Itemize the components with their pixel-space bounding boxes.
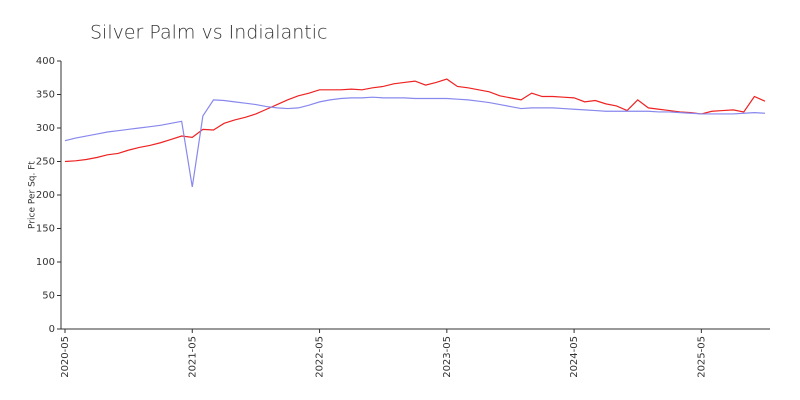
y-tick-label: 0 xyxy=(49,324,55,335)
x-tick-label: 2021-05 xyxy=(187,336,198,378)
y-tick-label: 300 xyxy=(36,123,55,134)
y-tick-label: 150 xyxy=(36,224,55,235)
y-tick-label: 350 xyxy=(36,90,55,101)
x-tick-label: 2020-05 xyxy=(60,336,71,378)
y-axis-label: Price Per Sq. Ft xyxy=(28,161,38,229)
x-tick-label: 2023-05 xyxy=(442,336,453,378)
y-tick-label: 250 xyxy=(36,157,55,168)
series-line xyxy=(64,78,766,163)
x-tick-label: 2022-05 xyxy=(315,336,326,378)
y-tick-label: 400 xyxy=(36,56,55,67)
series-line xyxy=(64,96,766,188)
chart-title: Silver Palm vs Indialantic xyxy=(90,22,327,44)
y-tick-label: 50 xyxy=(42,291,55,302)
y-tick-label: 200 xyxy=(36,190,55,201)
x-tick-label: 2024-05 xyxy=(569,336,580,378)
x-tick-label: 2025-05 xyxy=(696,336,707,378)
y-tick-label: 100 xyxy=(36,257,55,268)
